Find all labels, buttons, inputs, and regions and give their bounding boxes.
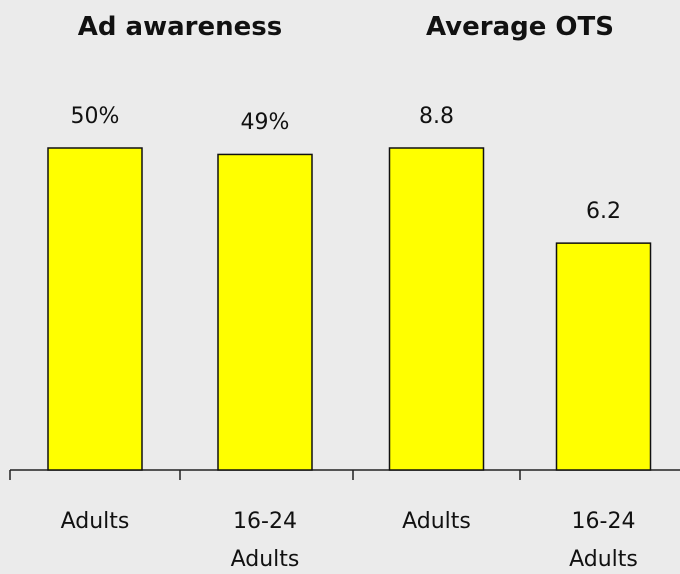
bar bbox=[388, 147, 485, 471]
value-label: 49% bbox=[240, 110, 290, 136]
x-tick-label: Adults bbox=[402, 509, 471, 534]
bar bbox=[47, 147, 143, 471]
x-tick-label: Adults bbox=[60, 509, 130, 534]
chart-title: Average OTS bbox=[425, 12, 614, 42]
value-label: 6.2 bbox=[586, 199, 621, 225]
x-tick-label: 16-24 Adults bbox=[569, 509, 638, 572]
value-label: 8.8 bbox=[419, 104, 454, 129]
bar bbox=[217, 153, 313, 471]
value-label: 50% bbox=[70, 104, 120, 129]
bar bbox=[555, 242, 652, 471]
chart-title: Ad awareness bbox=[77, 12, 283, 42]
x-tick-label: 16-24 Adults bbox=[230, 509, 300, 572]
